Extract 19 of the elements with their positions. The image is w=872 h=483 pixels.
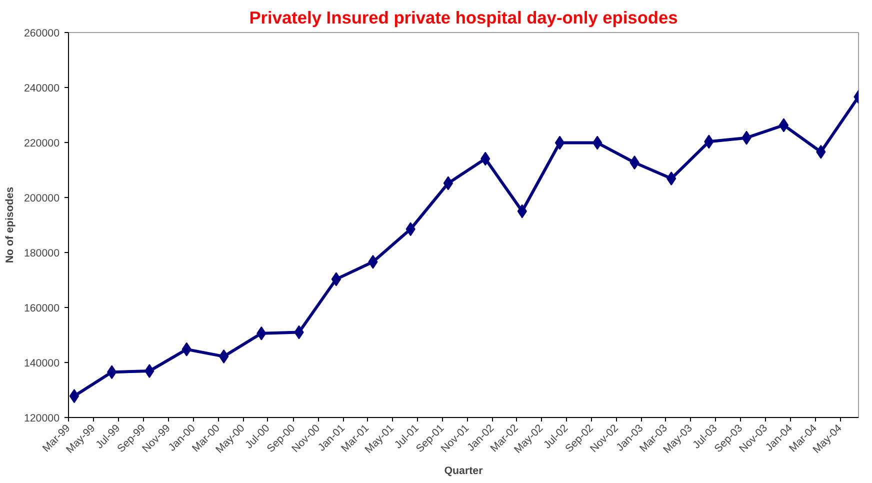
point bbox=[69, 389, 80, 404]
y-tick-label: 240000 bbox=[24, 82, 60, 94]
x-axis-title: Quarter bbox=[444, 465, 483, 478]
y-tick-label: 260000 bbox=[24, 28, 60, 40]
chart-title: Privately Insured private hospital day-only episodes bbox=[249, 8, 678, 28]
y-tick-label: 220000 bbox=[24, 138, 60, 150]
point bbox=[331, 272, 342, 286]
point bbox=[218, 349, 229, 364]
y-axis-title: No of episodes bbox=[4, 186, 16, 264]
point bbox=[106, 365, 117, 380]
point bbox=[666, 172, 676, 186]
point bbox=[554, 136, 565, 150]
point bbox=[778, 118, 789, 132]
y-tick-label: 140000 bbox=[24, 358, 60, 370]
y-tick-label: 180000 bbox=[24, 248, 60, 260]
point bbox=[443, 176, 454, 190]
y-tick-label: 160000 bbox=[24, 302, 60, 314]
y-tick-label: 200000 bbox=[24, 192, 60, 204]
y-tick-label: 120000 bbox=[24, 412, 60, 424]
